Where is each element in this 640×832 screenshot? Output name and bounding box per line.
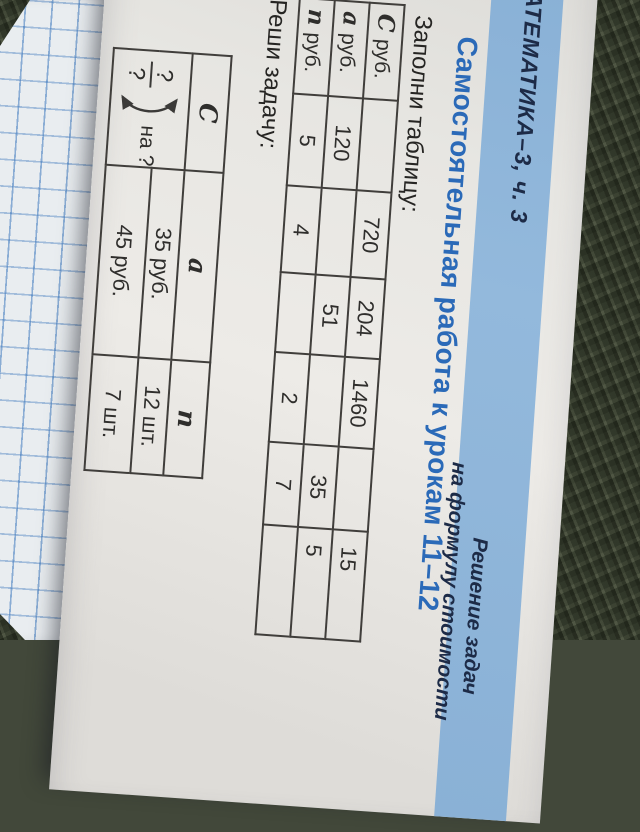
table-cell: 7 шт.	[84, 354, 139, 474]
table-cell: 204	[344, 277, 386, 360]
question-mark-bottom: ?	[124, 66, 152, 81]
table-cell: 5	[286, 93, 329, 188]
table-row: ? ? на ?	[105, 47, 193, 476]
difference-arrows-icon	[121, 94, 179, 114]
col-header-quantity: n	[163, 359, 211, 479]
difference-label: на ?	[134, 124, 161, 168]
table-cell: 1460	[338, 356, 380, 450]
table-cell: 7	[263, 442, 304, 528]
table-cell: 2	[268, 352, 311, 445]
table-cell: 35	[297, 444, 339, 530]
table-cell: 4	[280, 185, 322, 276]
table-cell	[315, 187, 357, 278]
word-problem-table: C a n ? ?	[83, 47, 232, 479]
table-cell: 120	[321, 96, 364, 191]
table-cell: 720	[350, 190, 392, 280]
workbook-page: МАТЕМАТИКА–3, ч. 3 Решение задач на форм…	[49, 0, 607, 824]
question-mark-top: ?	[152, 68, 180, 83]
table-cell	[275, 272, 316, 355]
col-header-cost: C	[184, 53, 232, 173]
table-cell	[332, 446, 374, 533]
table-cell	[303, 354, 345, 447]
row-label-price: аруб.	[328, 0, 370, 99]
table-cell: 51	[310, 275, 351, 357]
difference-diagram-cell: ? ? на ?	[105, 47, 193, 171]
difference-diagram: ? ? на ?	[113, 49, 185, 168]
row-label-cost: Сруб.	[363, 2, 405, 101]
table-cell	[356, 98, 398, 193]
row-label-quantity: пруб.	[293, 0, 335, 97]
book-series-label: МАТЕМАТИКА–3, ч. 3	[505, 0, 550, 225]
